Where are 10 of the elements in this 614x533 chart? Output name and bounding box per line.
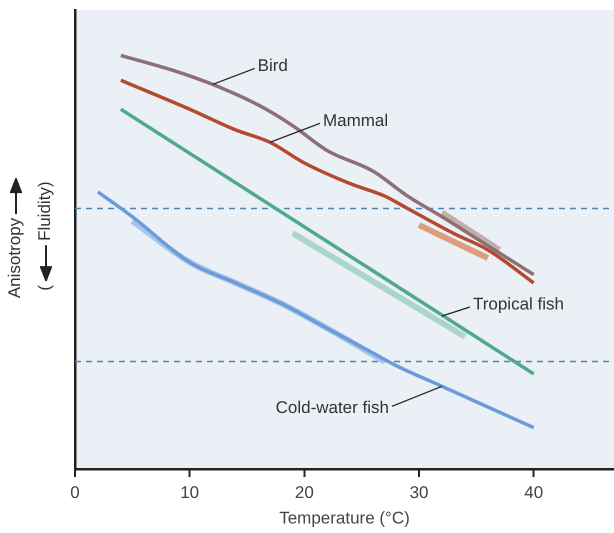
x-tick-label: 20 [294,482,314,502]
x-tick-label: 40 [524,482,544,502]
annotation: Tropical fish [472,294,564,314]
annotation: Bird [258,56,288,76]
x-tick-label: 30 [410,482,429,502]
annotation: Mammal [322,111,388,130]
x-tick-label: 10 [180,482,200,502]
x-axis-title: Temperature (°C) [279,508,410,528]
x-tick-label: 0 [70,482,80,502]
annotation: Cold-water fish [276,398,389,417]
